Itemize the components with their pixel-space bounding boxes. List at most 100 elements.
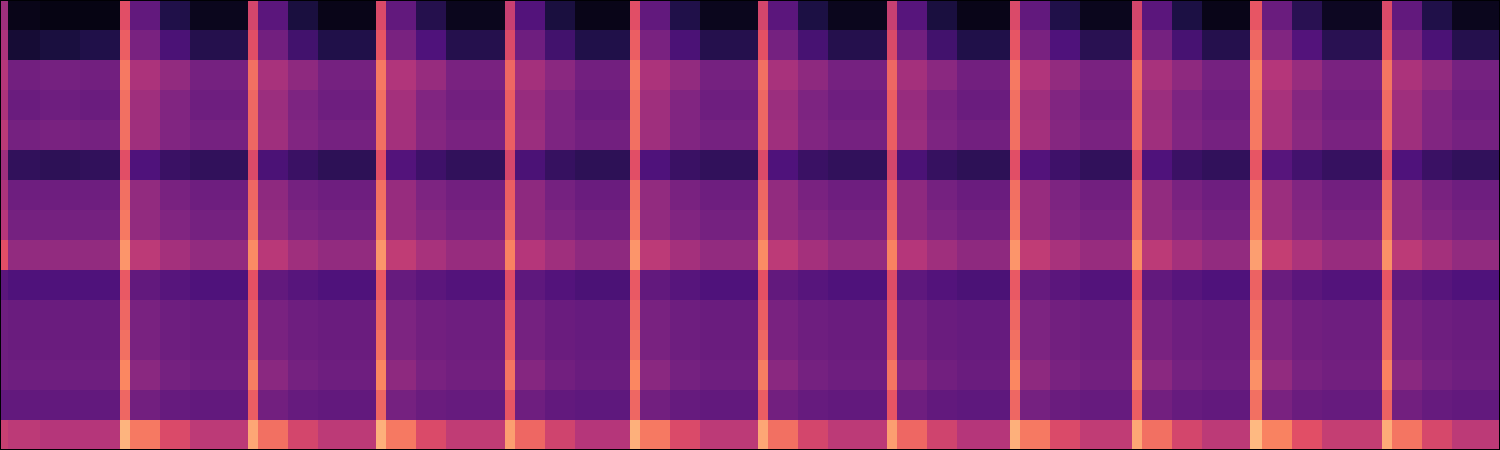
cell — [160, 330, 191, 361]
cell — [318, 420, 377, 450]
cell — [828, 240, 888, 271]
cell — [1250, 30, 1263, 61]
cell — [190, 270, 249, 301]
cell — [1382, 300, 1393, 331]
cell — [120, 330, 131, 361]
cell — [700, 150, 759, 181]
cell — [416, 240, 447, 271]
cell — [1452, 180, 1500, 211]
cell — [505, 420, 516, 450]
cell — [1020, 180, 1051, 211]
cell — [1142, 300, 1173, 331]
cell — [1132, 120, 1143, 151]
cell — [248, 360, 259, 391]
cell — [1382, 240, 1393, 271]
cell — [416, 360, 447, 391]
cell — [640, 120, 671, 151]
cell — [1172, 30, 1203, 61]
cell — [1250, 210, 1263, 241]
cell — [1422, 270, 1453, 301]
cell — [1382, 0, 1393, 31]
cell — [1142, 180, 1173, 211]
cell — [40, 30, 81, 61]
cell — [768, 420, 799, 450]
cell — [1080, 390, 1133, 421]
cell — [130, 210, 161, 241]
cell — [1250, 390, 1263, 421]
cell — [1382, 420, 1393, 450]
cell — [1422, 300, 1453, 331]
cell — [386, 390, 417, 421]
cell — [758, 240, 769, 271]
cell — [80, 30, 121, 61]
cell — [927, 240, 958, 271]
cell — [957, 270, 1011, 301]
cell — [798, 300, 829, 331]
cell — [130, 330, 161, 361]
cell — [376, 0, 387, 31]
cell — [80, 90, 121, 121]
cell — [1382, 330, 1393, 361]
cell — [248, 330, 259, 361]
cell — [376, 30, 387, 61]
cell — [957, 360, 1011, 391]
cell — [700, 300, 759, 331]
cell — [515, 150, 546, 181]
cell — [1262, 150, 1293, 181]
cell — [130, 120, 161, 151]
cell — [640, 420, 671, 450]
cell — [288, 60, 319, 91]
cell — [1452, 30, 1500, 61]
cell — [1010, 390, 1021, 421]
cell — [758, 300, 769, 331]
cell — [758, 330, 769, 361]
cell — [80, 330, 121, 361]
cell — [758, 390, 769, 421]
cell — [957, 390, 1011, 421]
cell — [376, 120, 387, 151]
cell — [887, 0, 898, 31]
cell — [258, 120, 289, 151]
cell — [1080, 360, 1133, 391]
cell — [1172, 0, 1203, 31]
cell — [120, 30, 131, 61]
cell — [1172, 180, 1203, 211]
cell — [1202, 360, 1251, 391]
cell — [386, 210, 417, 241]
cell — [828, 210, 888, 241]
cell — [640, 60, 671, 91]
cell — [515, 240, 546, 271]
cell — [1292, 390, 1323, 421]
cell — [386, 240, 417, 271]
cell — [1020, 270, 1051, 301]
cell — [130, 60, 161, 91]
cell — [957, 120, 1011, 151]
cell — [1010, 150, 1021, 181]
cell — [80, 420, 121, 450]
cell — [318, 300, 377, 331]
cell — [1142, 30, 1173, 61]
cell — [160, 360, 191, 391]
cell — [190, 300, 249, 331]
cell — [160, 210, 191, 241]
cell — [1132, 210, 1143, 241]
cell — [828, 60, 888, 91]
cell — [1250, 120, 1263, 151]
cell — [1292, 360, 1323, 391]
cell — [1172, 210, 1203, 241]
cell — [318, 210, 377, 241]
cell — [1250, 0, 1263, 31]
cell — [887, 330, 898, 361]
cell — [505, 90, 516, 121]
cell — [640, 210, 671, 241]
cell — [1142, 390, 1173, 421]
cell — [670, 360, 701, 391]
cell — [1172, 240, 1203, 271]
cell — [545, 0, 576, 31]
cell — [505, 330, 516, 361]
cell — [670, 390, 701, 421]
cell — [8, 360, 41, 391]
cell — [545, 30, 576, 61]
cell — [1132, 180, 1143, 211]
cell — [1010, 360, 1021, 391]
